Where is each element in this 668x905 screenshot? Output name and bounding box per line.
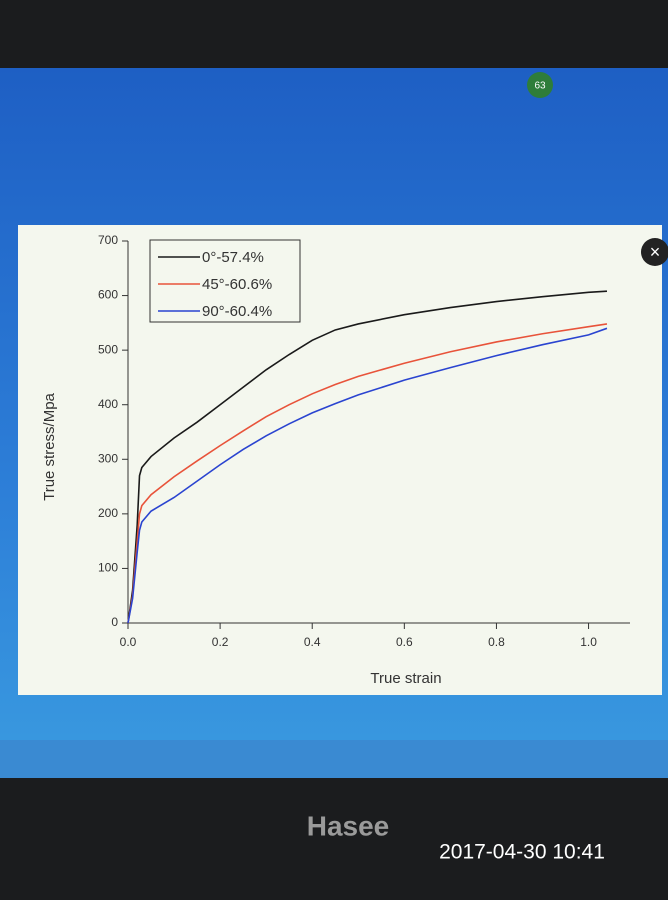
legend-label: 45°-60.6%: [202, 276, 272, 293]
close-icon: ×: [650, 242, 661, 262]
y-tick-label: 300: [98, 451, 118, 465]
y-tick-label: 0: [111, 615, 118, 629]
y-tick-label: 600: [98, 288, 118, 302]
series-line: [127, 327, 608, 624]
x-tick-label: 0.6: [396, 635, 413, 649]
x-tick-label: 0.0: [120, 635, 137, 649]
x-axis-label: True strain: [370, 670, 441, 687]
series-line: [127, 290, 608, 624]
x-tick-label: 0.4: [304, 635, 321, 649]
x-tick-label: 1.0: [580, 635, 597, 649]
legend-label: 0°-57.4%: [202, 249, 264, 266]
chart-window: [18, 225, 662, 695]
y-axis-label: True stress/Mpa: [41, 392, 58, 500]
legend-label: 90°-60.4%: [202, 303, 272, 320]
taskbar: [0, 740, 668, 778]
x-tick-label: 0.2: [212, 635, 229, 649]
brand: Hasee: [307, 810, 390, 841]
close-button[interactable]: [641, 238, 668, 266]
series-line: [127, 323, 608, 624]
badge-icon: [527, 72, 553, 98]
timestamp: 2017-04-30 10:41: [439, 841, 605, 864]
chart: True strain True stress/Mpa 0 100 200 300 40…: [41, 233, 630, 687]
badge: 63: [534, 81, 546, 92]
y-tick-label: 200: [98, 506, 118, 520]
y-tick-label: 400: [98, 397, 118, 411]
y-tick-label: 700: [98, 233, 118, 247]
y-tick-label: 100: [98, 561, 118, 575]
legend-box: [149, 239, 301, 323]
x-tick-label: 0.8: [488, 635, 505, 649]
y-tick-label: 500: [98, 342, 118, 356]
